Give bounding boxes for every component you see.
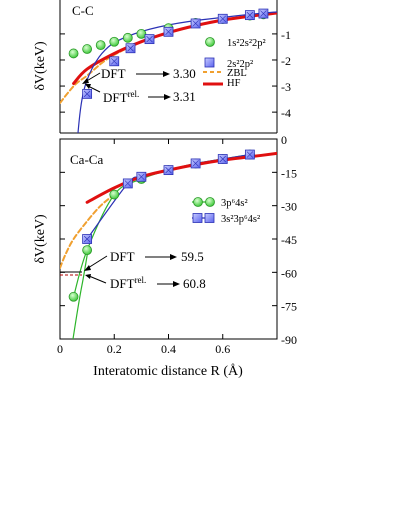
bottom-markers [68, 149, 255, 302]
bottom-point-3p-4s- [68, 291, 79, 302]
bottom-y-tick-label: -90 [281, 333, 297, 347]
bottom-series-line-zbl [60, 193, 116, 269]
annotation-ca-dftrel-label: DFTrel. [110, 275, 146, 291]
bottom-y-tick-label: 0 [281, 133, 287, 147]
annotation-dftrel-sup: rel. [128, 89, 140, 99]
legend-label-2s2p: 2s²2p² [227, 59, 253, 70]
top-y-tick-label: -3 [281, 80, 291, 94]
top-point-cross-2s-2p- [111, 58, 118, 65]
bottom-point-cross-3s-3p-4s- [124, 180, 132, 187]
panel-title-ca-ca: Ca-Ca [70, 152, 103, 167]
legend-marker-3s3p4s-b [204, 213, 215, 223]
arrowhead-dftrel-right [164, 94, 171, 100]
top-point-cross-2s-2p- [127, 45, 134, 52]
bottom-ticks: 0 -15 -30 -45 -60 -75 -90 0 0.2 0.4 0.6 [57, 133, 297, 356]
bottom-x-tick-label: 0 [57, 342, 63, 356]
bottom-series-line-3p-4s- [73, 154, 251, 298]
top-point-1s-2s-2p- [95, 40, 106, 51]
annotation-top-dft: DFT 3.30 [82, 66, 196, 84]
top-series-line-2s2p-fit [77, 82, 87, 133]
legend-marker-2s2p [204, 57, 215, 68]
annotation-dftrel-label: DFTrel. [103, 89, 139, 105]
bottom-point-3p-4s- [109, 189, 120, 200]
bottom-point-cross-3s-3p-4s- [138, 173, 145, 180]
top-point-1s-2s-2p- [109, 36, 120, 47]
legend-marker-3p4s-b [205, 197, 215, 207]
bottom-series-line-3p4s-steep [72, 249, 89, 339]
top-markers [68, 8, 269, 99]
top-point-cross-2s-2p- [165, 28, 172, 36]
arrow-dftrel-left [87, 85, 101, 93]
bottom-point-cross-3s-3p-4s- [83, 235, 91, 243]
top-point-cross-2s-2p- [192, 20, 199, 27]
panel-c-c: -1 -2 -3 -4 C-C 1s²2s²2p² 2s²2p² ZBL HF DFT… [33, 0, 291, 134]
arrowhead-ca-dftrel-right [173, 281, 180, 287]
annotation-top-dftrel: DFTrel. 3.31 [85, 84, 196, 105]
annotation-bottom-dftrel: DFTrel. 60.8 [85, 274, 206, 291]
top-point-cross-2s-2p- [246, 11, 254, 19]
legend-label-3p4s: 3p⁶4s² [221, 198, 248, 209]
legend-marker-1s2s2p [205, 37, 215, 47]
legend-marker-3p4s [193, 197, 203, 207]
top-point-1s-2s-2p- [136, 29, 147, 39]
top-y-ticks: -1 -2 -3 -4 [60, 28, 291, 120]
legend-bottom: 3p⁶4s² 3s²3p⁶4s² [192, 197, 260, 225]
legend-label-hf: HF [227, 78, 241, 89]
arrowhead-ca-dftrel-left [85, 274, 91, 279]
top-point-cross-2s-2p- [146, 35, 153, 43]
arrowhead-dft-right [163, 71, 170, 77]
legend-label-zbl: ZBL [227, 68, 247, 79]
bottom-series [60, 151, 277, 339]
panel-ca-ca: 0 -15 -30 -45 -60 -75 -90 0 0.2 0.4 0.6 Ca-Ca 3p⁶4… [33, 133, 297, 379]
annotation-ca-dft-value: 59.5 [181, 249, 204, 264]
bottom-point-3p-4s- [82, 245, 93, 256]
arrowhead-ca-dft-left [84, 265, 91, 271]
bottom-y-tick-label: -45 [281, 233, 297, 247]
annotation-bottom-dft: DFT 59.5 [84, 249, 204, 271]
annotation-dft-label: DFT [101, 66, 126, 81]
legend-marker-3s3p4s [192, 213, 203, 223]
x-axis-label: Interatomic distance R (Å) [93, 363, 243, 379]
legend-top: 1s²2s²2p² 2s²2p² ZBL HF [203, 37, 266, 89]
y-label-top: δV(keV) [33, 41, 48, 91]
top-point-cross-2s-2p- [260, 10, 267, 17]
annotation-ca-dft-label: DFT [110, 249, 135, 264]
bottom-y-tick-label: -75 [281, 300, 297, 314]
bottom-x-tick-label: 0.2 [107, 342, 122, 356]
annotation-dft-value: 3.30 [173, 66, 196, 81]
top-point-cross-2s-2p- [219, 15, 226, 22]
top-y-tick-label: -2 [281, 54, 291, 68]
annotation-ca-dftrel-sup: rel. [135, 275, 147, 285]
arrowhead-dftrel-left [85, 84, 91, 89]
panel-title-c-c: C-C [72, 3, 94, 18]
top-series-line-2s2p-fit-b [85, 11, 277, 84]
arrow-ca-dft-left [87, 255, 108, 269]
annotation-dftrel-value: 3.31 [173, 89, 196, 104]
bottom-y-tick-label: -60 [281, 266, 297, 280]
arrow-ca-dftrel-left [88, 275, 107, 284]
bottom-point-cross-3s-3p-4s- [165, 166, 172, 174]
top-point-1s-2s-2p- [122, 32, 133, 43]
top-y-tick-label: -4 [281, 106, 291, 120]
arrowhead-ca-dft-right [170, 254, 177, 260]
bottom-x-tick-label: 0.4 [161, 342, 176, 356]
top-point-1s-2s-2p- [82, 44, 93, 54]
y-label-bottom: δV(keV) [33, 214, 48, 264]
bottom-y-tick-label: -15 [281, 166, 297, 180]
legend-label-1s2s2p: 1s²2s²2p² [227, 38, 266, 49]
annotation-dftrel-main: DFT [103, 90, 128, 105]
bottom-point-cross-3s-3p-4s- [246, 151, 254, 158]
legend-label-3s3p4s: 3s²3p⁶4s² [221, 214, 260, 225]
top-point-cross-2s-2p- [83, 90, 91, 98]
annotation-ca-dftrel-value: 60.8 [183, 276, 206, 291]
top-point-1s-2s-2p- [68, 48, 79, 59]
bottom-y-tick-label: -30 [281, 200, 297, 214]
bottom-point-cross-3s-3p-4s- [219, 155, 226, 163]
arrowhead-dft-left [82, 78, 89, 84]
top-y-tick-label: -1 [281, 28, 291, 42]
bottom-x-tick-label: 0.6 [215, 342, 230, 356]
bottom-point-cross-3s-3p-4s- [192, 160, 199, 167]
annotation-ca-dftrel-main: DFT [110, 276, 135, 291]
